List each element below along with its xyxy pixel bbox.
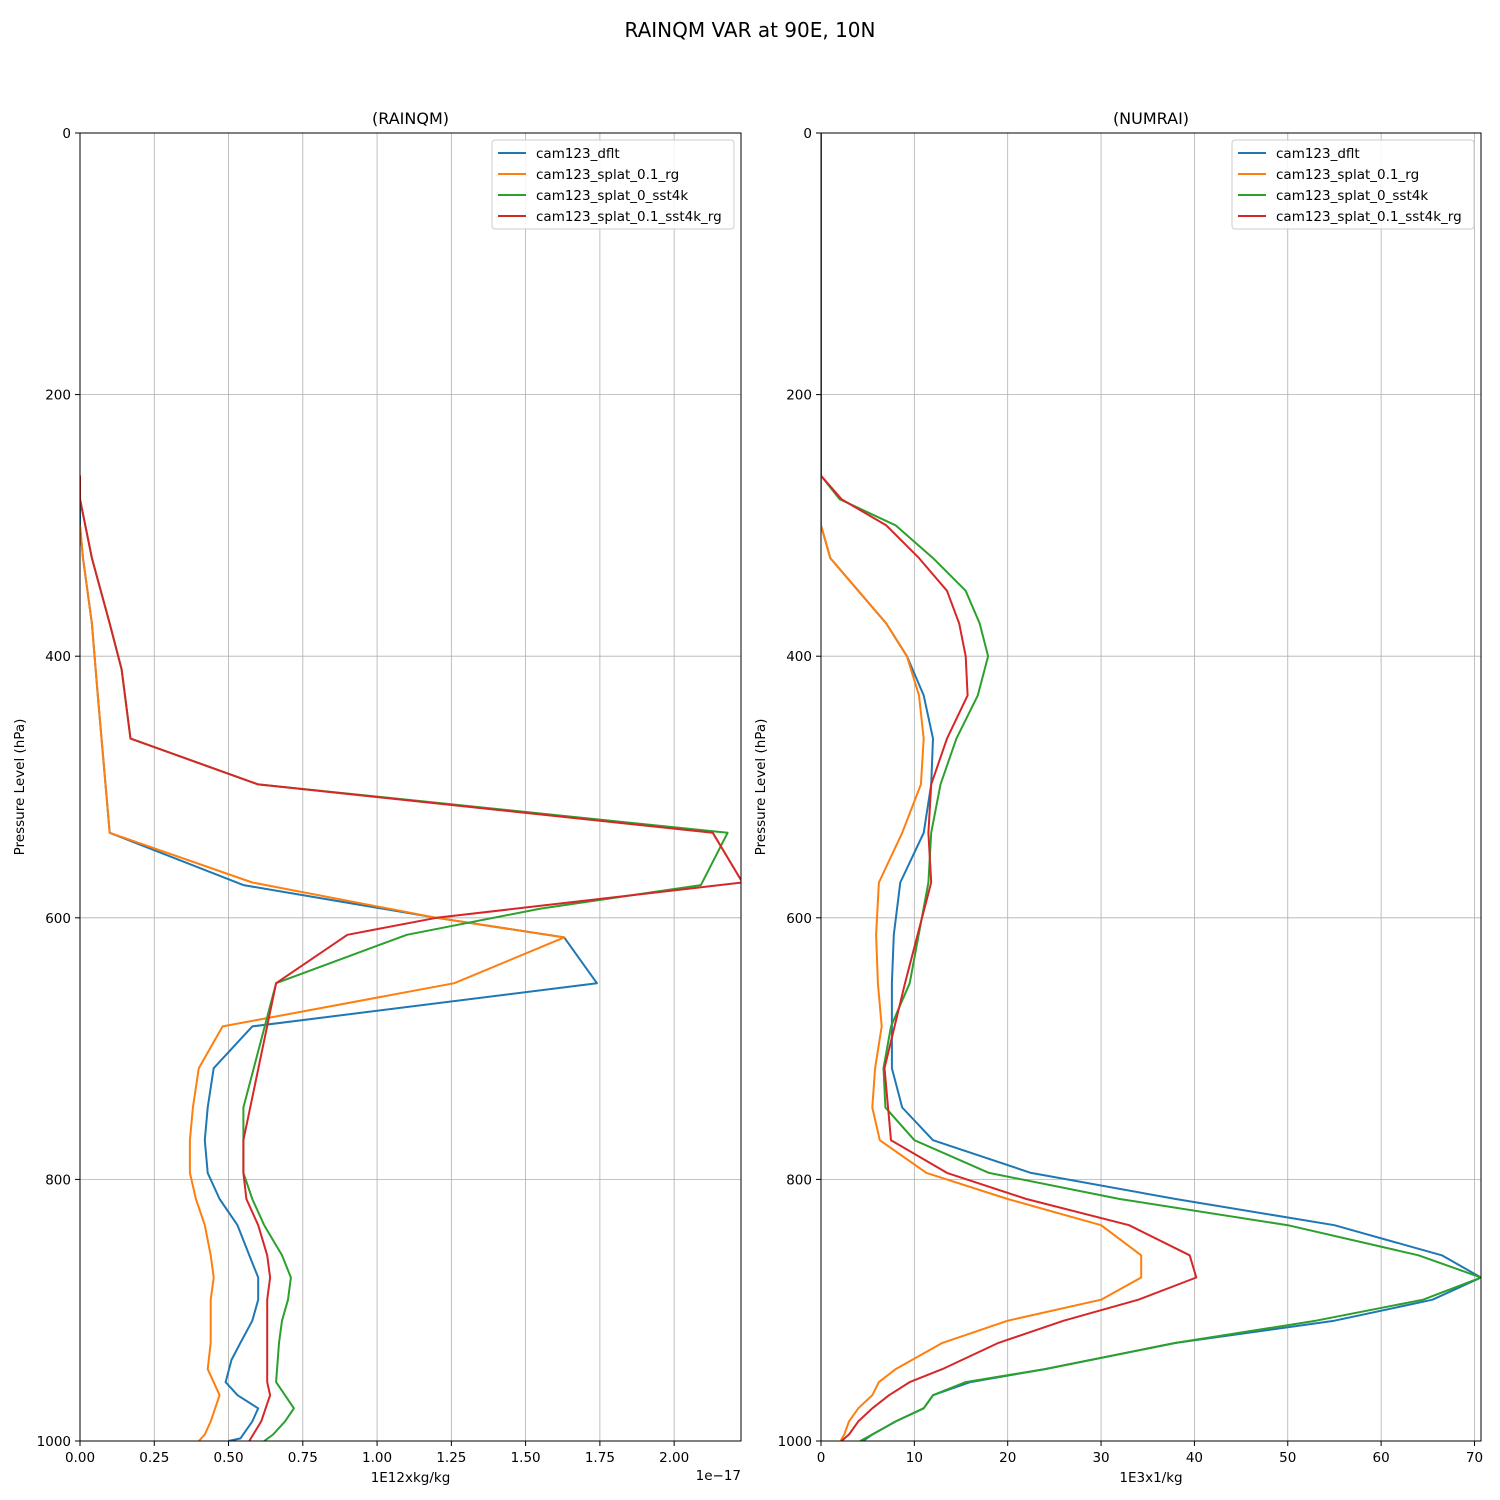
y-tick-label: 800: [786, 1172, 812, 1188]
x-tick-label: 0.25: [139, 1450, 169, 1466]
figure-suptitle: RAINQM VAR at 90E, 10N: [625, 18, 876, 42]
x-tick-label: 2.00: [659, 1450, 689, 1466]
x-offset-text: 1e−17: [696, 1468, 741, 1484]
series-line-cam123-splat-0-1-sst4k-rg: [821, 133, 1198, 1441]
x-tick-label: 0.75: [288, 1450, 318, 1466]
x-tick-label: 20: [999, 1450, 1016, 1466]
legend-entry: cam123_splat_0.1_rg: [536, 167, 679, 183]
panel-title: (RAINQM): [372, 109, 449, 128]
legend-entry: cam123_splat_0.1_sst4k_rg: [1276, 209, 1462, 225]
legend-entry: cam123_splat_0.1_sst4k_rg: [536, 209, 722, 225]
series-line-cam123-splat-0-1-rg: [821, 133, 1143, 1441]
series-line-cam123-splat-0-1-rg: [80, 525, 566, 1441]
x-tick-label: 0.00: [65, 1450, 95, 1466]
panel-numrai: 0 10 20 30 40 50 60 70 0 200 400 600 800 1000 (NUMRAI)…: [753, 109, 1483, 1486]
legend-entry: cam123_dflt: [536, 146, 620, 162]
x-tick-label: 1.25: [436, 1450, 466, 1466]
x-tick-label: 50: [1279, 1450, 1296, 1466]
legend-box: [491, 139, 735, 230]
x-tick-label: 1.00: [362, 1450, 392, 1466]
x-tick-label: 1.75: [585, 1450, 615, 1466]
x-tick-label: 1.50: [511, 1450, 541, 1466]
y-tick-label: 400: [45, 649, 71, 665]
y-tick-label: 0: [803, 126, 812, 142]
y-axis-label: Pressure Level (hPa): [753, 719, 769, 856]
panel-title: (NUMRAI): [1113, 109, 1189, 128]
legend-entry: cam123_splat_0_sst4k: [536, 188, 688, 204]
y-tick-label: 200: [45, 388, 71, 404]
legend-box: [1231, 139, 1475, 230]
y-axis-label: Pressure Level (hPa): [12, 719, 28, 856]
x-axis-label: 1E12xkg/kg: [371, 1470, 451, 1486]
x-tick-label: 30: [1092, 1450, 1109, 1466]
series-line-cam123-splat-0-1-sst4k-rg: [80, 475, 741, 1441]
y-tick-label: 200: [786, 388, 812, 404]
series-group-numrai: [821, 133, 1481, 1441]
y-tick-label: 0: [62, 126, 71, 142]
y-tick-label: 1000: [778, 1434, 812, 1450]
y-tick-label: 400: [786, 649, 812, 665]
y-tick-label: 600: [786, 911, 812, 927]
axes-frame: [79, 132, 742, 1442]
x-tick-label: 60: [1373, 1450, 1390, 1466]
legend-entry: cam123_splat_0.1_rg: [1276, 167, 1419, 183]
x-tick-label: 0: [817, 1450, 826, 1466]
legend: cam123_dflt cam123_splat_0.1_rg cam123_spl…: [491, 139, 735, 230]
legend-entry: cam123_dflt: [1276, 146, 1360, 162]
y-tick-label: 1000: [37, 1434, 71, 1450]
x-tick-label: 40: [1186, 1450, 1203, 1466]
legend-entry: cam123_splat_0_sst4k: [1276, 188, 1428, 204]
axes-frame: [820, 132, 1482, 1442]
panel-rainqm: 0.00 0.25 0.50 0.75 1.00 1.25 1.50 1.75 2.00 0 200…: [12, 109, 742, 1486]
y-tick-label: 600: [45, 911, 71, 927]
x-axis-label: 1E3x1/kg: [1119, 1470, 1182, 1486]
series-group-rainqm: [80, 475, 741, 1441]
x-tick-label: 70: [1466, 1450, 1483, 1466]
y-tick-label: 800: [45, 1172, 71, 1188]
x-tick-label: 10: [906, 1450, 923, 1466]
legend: cam123_dflt cam123_splat_0.1_rg cam123_spl…: [1231, 139, 1475, 230]
series-line-cam123-splat-0-sst4k: [821, 133, 1481, 1441]
x-tick-label: 0.50: [214, 1450, 244, 1466]
